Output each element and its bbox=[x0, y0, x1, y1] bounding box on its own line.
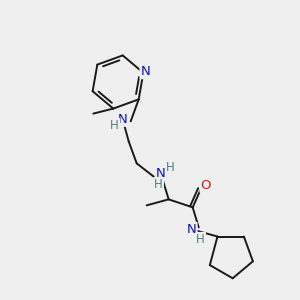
Text: N: N bbox=[187, 223, 196, 236]
Text: H: H bbox=[166, 161, 175, 174]
Text: H: H bbox=[154, 178, 163, 191]
Text: N: N bbox=[156, 167, 166, 180]
Text: N: N bbox=[140, 65, 150, 78]
Text: H: H bbox=[110, 119, 119, 132]
Text: N: N bbox=[118, 113, 128, 126]
Text: O: O bbox=[200, 179, 211, 192]
Text: H: H bbox=[196, 233, 205, 246]
